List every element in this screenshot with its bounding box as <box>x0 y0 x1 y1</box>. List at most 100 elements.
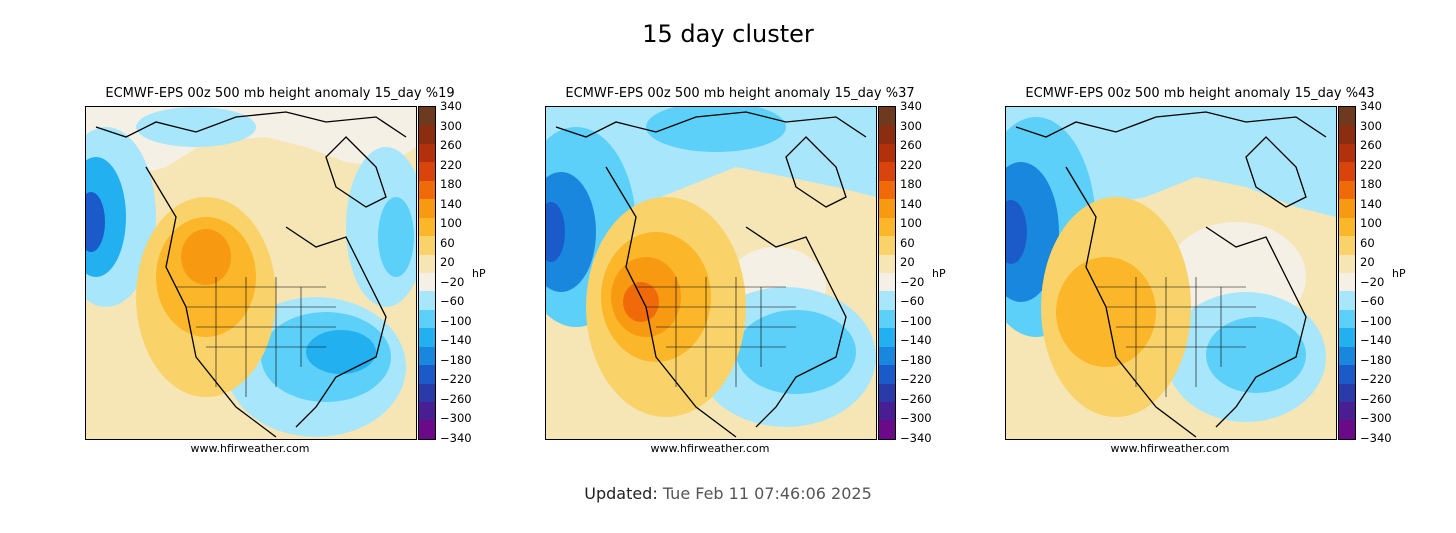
colorbar-tick-label: 260 <box>440 138 462 153</box>
colorbar-tick-label: −340 <box>440 431 472 445</box>
colorbar-segment <box>419 217 435 237</box>
page-title: 15 day cluster <box>642 20 814 48</box>
colorbar-tick-label: −100 <box>440 313 472 328</box>
colorbar-segment <box>419 365 435 384</box>
colorbar-unit-3: hP <box>1392 267 1406 280</box>
colorbar-tick-label: 20 <box>900 255 915 270</box>
colorbar-segment <box>1339 162 1355 181</box>
colorbar-tick-label: 300 <box>1360 118 1382 133</box>
colorbar-segment <box>879 346 895 366</box>
colorbar-tick-label: −180 <box>440 352 472 367</box>
colorbar-segment <box>1339 365 1355 384</box>
colorbar-segment <box>879 143 895 163</box>
colorbar-segment <box>419 199 435 218</box>
colorbar-tick-label: −180 <box>900 352 932 367</box>
colorbar-tick-label: −300 <box>1360 411 1392 426</box>
colorbar-segment <box>1339 309 1355 329</box>
colorbar-tick-label: 300 <box>440 118 462 133</box>
colorbar-segment <box>879 180 895 200</box>
colorbar-segment <box>419 143 435 163</box>
map-panel-2: ECMWF-EPS 00z 500 mb height anomaly 15_d… <box>540 86 946 466</box>
colorbar-segment <box>879 217 895 237</box>
colorbar-tick-label: 180 <box>440 177 462 192</box>
colorbar-tick-label: −20 <box>440 274 465 289</box>
colorbar-tick-label: 260 <box>1360 138 1382 153</box>
colorbar-segment <box>419 254 435 273</box>
colorbar-segment <box>419 309 435 329</box>
colorbar-tick-label: −60 <box>440 294 465 309</box>
colorbar-tick-label: −260 <box>900 391 932 406</box>
colorbar-segment <box>879 291 895 310</box>
colorbar-segment <box>1339 199 1355 218</box>
colorbar-segment <box>419 328 435 347</box>
colorbar-segment <box>1339 402 1355 421</box>
colorbar-segment <box>419 236 435 255</box>
colorbar-tick-label: 20 <box>440 255 455 270</box>
colorbar-segment <box>879 402 895 421</box>
colorbar-tick-label: 140 <box>1360 196 1382 211</box>
colorbar-segment <box>1339 217 1355 237</box>
colorbar-tick-label: 20 <box>1360 255 1375 270</box>
colorbar-segment <box>1339 346 1355 366</box>
colorbar-segment <box>879 328 895 347</box>
colorbar-tick-label: −20 <box>900 274 925 289</box>
colorbar-tick-label: 180 <box>900 177 922 192</box>
colorbar-segment <box>419 383 435 402</box>
colorbar-segment <box>879 125 895 144</box>
colorbar-tick-label: −100 <box>900 313 932 328</box>
colorbar-2 <box>878 106 896 440</box>
panel-title-3: ECMWF-EPS 00z 500 mb height anomaly 15_d… <box>1025 86 1375 101</box>
credit-3: www.hfirweather.com <box>1110 442 1230 455</box>
colorbar-tick-label: 220 <box>440 157 462 172</box>
colorbar-tick-label: 300 <box>900 118 922 133</box>
colorbar-segment <box>879 162 895 181</box>
colorbar-segment <box>879 236 895 255</box>
updated-label: Updated: <box>584 484 658 503</box>
colorbar-tick-label: −20 <box>1360 274 1385 289</box>
colorbar-segment <box>1339 328 1355 347</box>
colorbar-tick-label: 60 <box>440 235 455 250</box>
colorbar-segment <box>1339 180 1355 200</box>
colorbar-segment <box>419 162 435 181</box>
colorbar-tick-label: −300 <box>900 411 932 426</box>
colorbar-tick-label: −300 <box>440 411 472 426</box>
colorbar-segment <box>419 272 435 292</box>
colorbar-unit-2: hP <box>932 267 946 280</box>
colorbar-tick-label: −180 <box>1360 352 1392 367</box>
colorbar-unit-1: hP <box>472 267 486 280</box>
colorbar-tick-label: 340 <box>900 99 922 113</box>
colorbar-tick-label: −140 <box>900 333 932 348</box>
credit-1: www.hfirweather.com <box>190 442 310 455</box>
colorbar-tick-label: −60 <box>900 294 925 309</box>
colorbar-segment <box>1339 420 1355 439</box>
colorbar-segment <box>1339 272 1355 292</box>
colorbar-tick-label: 100 <box>900 216 922 231</box>
colorbar-tick-label: −220 <box>900 372 932 387</box>
updated-value: Tue Feb 11 07:46:06 2025 <box>662 484 872 503</box>
colorbar-tick-label: 220 <box>1360 157 1382 172</box>
colorbar-tick-label: 60 <box>900 235 915 250</box>
colorbar-tick-label: −260 <box>440 391 472 406</box>
colorbar-tick-label: −60 <box>1360 294 1385 309</box>
colorbar-tick-label: 340 <box>1360 99 1382 113</box>
colorbar-segment <box>419 346 435 366</box>
anomaly-map-1 <box>85 106 417 440</box>
colorbar-tick-label: 220 <box>900 157 922 172</box>
panel-title-2: ECMWF-EPS 00z 500 mb height anomaly 15_d… <box>565 86 915 101</box>
map-panel-1: ECMWF-EPS 00z 500 mb height anomaly 15_d… <box>80 86 486 466</box>
colorbar-tick-label: 140 <box>900 196 922 211</box>
colorbar-segment <box>879 107 895 126</box>
colorbar-tick-label: −340 <box>1360 431 1392 445</box>
colorbar-tick-label: 60 <box>1360 235 1375 250</box>
colorbar-segment <box>879 365 895 384</box>
colorbar-segment <box>419 107 435 126</box>
colorbar-tick-label: 340 <box>440 99 462 113</box>
colorbar-segment <box>1339 107 1355 126</box>
colorbar-tick-label: −260 <box>1360 391 1392 406</box>
colorbar-segment <box>1339 125 1355 144</box>
credit-2: www.hfirweather.com <box>650 442 770 455</box>
colorbar-tick-label: −140 <box>1360 333 1392 348</box>
colorbar-1 <box>418 106 436 440</box>
colorbar-segment <box>419 420 435 439</box>
colorbar-tick-label: −340 <box>900 431 932 445</box>
